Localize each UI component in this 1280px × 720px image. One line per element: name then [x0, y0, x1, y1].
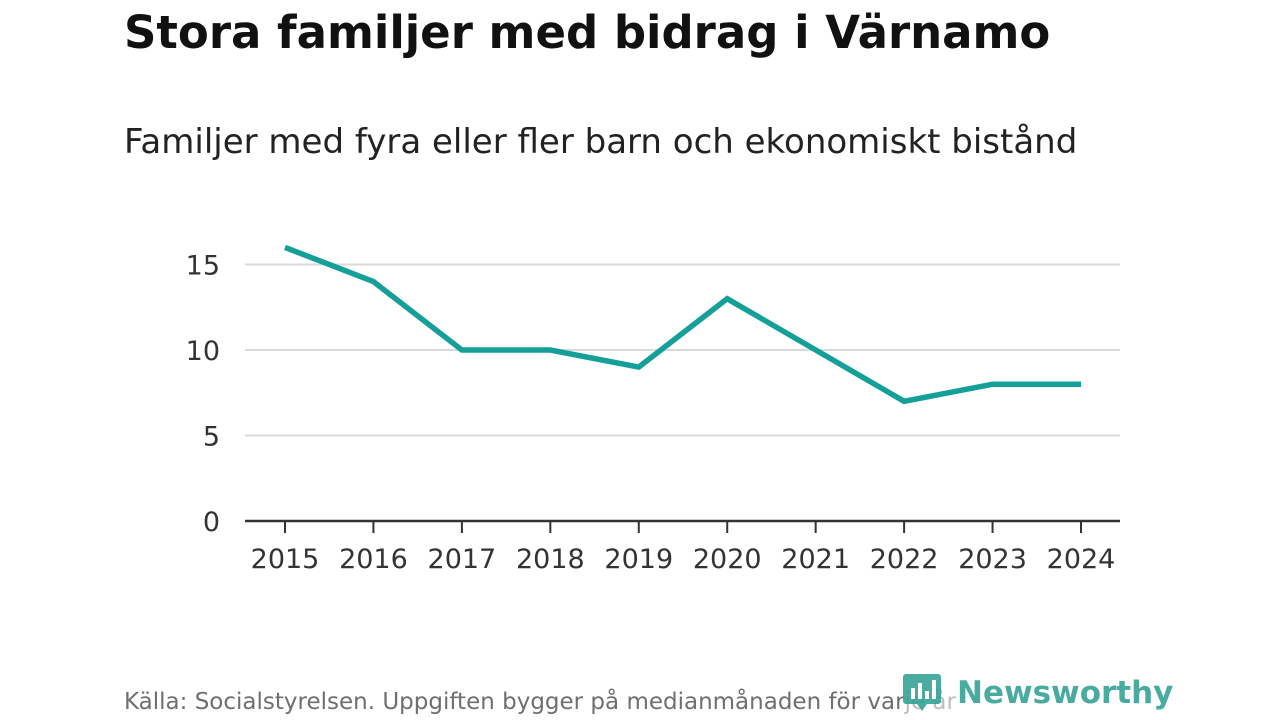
chart-subtitle: Familjer med fyra eller fler barn och ek…	[124, 122, 1078, 162]
x-tick-label-2018: 2018	[516, 544, 585, 575]
x-tick-label-2015: 2015	[251, 544, 320, 575]
y-tick-label-5: 5	[203, 422, 220, 453]
chart-title: Stora familjer med bidrag i Värnamo	[124, 6, 1051, 59]
y-tick-label-15: 15	[186, 251, 220, 282]
x-tick-label-2016: 2016	[339, 544, 408, 575]
x-tick-label-2021: 2021	[781, 544, 850, 575]
x-tick-label-2020: 2020	[693, 544, 762, 575]
x-tick-label-2023: 2023	[958, 544, 1027, 575]
x-tick-label-2022: 2022	[870, 544, 939, 575]
newsworthy-logo-icon	[903, 674, 941, 711]
x-tick-label-2017: 2017	[428, 544, 497, 575]
y-tick-label-0: 0	[203, 507, 220, 538]
brand-name: Newsworthy	[957, 675, 1174, 711]
series-line-0	[284, 244, 1081, 405]
line-chart: 0 5 10 15 2015 2016 2017 2018 2019 2020 2021 2022 20…	[186, 244, 1120, 575]
x-tick-label-2024: 2024	[1047, 544, 1116, 575]
brand-logo: Newsworthy	[903, 671, 1174, 715]
source-note: Källa: Socialstyrelsen. Uppgiften bygger…	[124, 689, 956, 715]
x-tick-label-2019: 2019	[604, 544, 673, 575]
y-tick-label-10: 10	[186, 336, 220, 367]
